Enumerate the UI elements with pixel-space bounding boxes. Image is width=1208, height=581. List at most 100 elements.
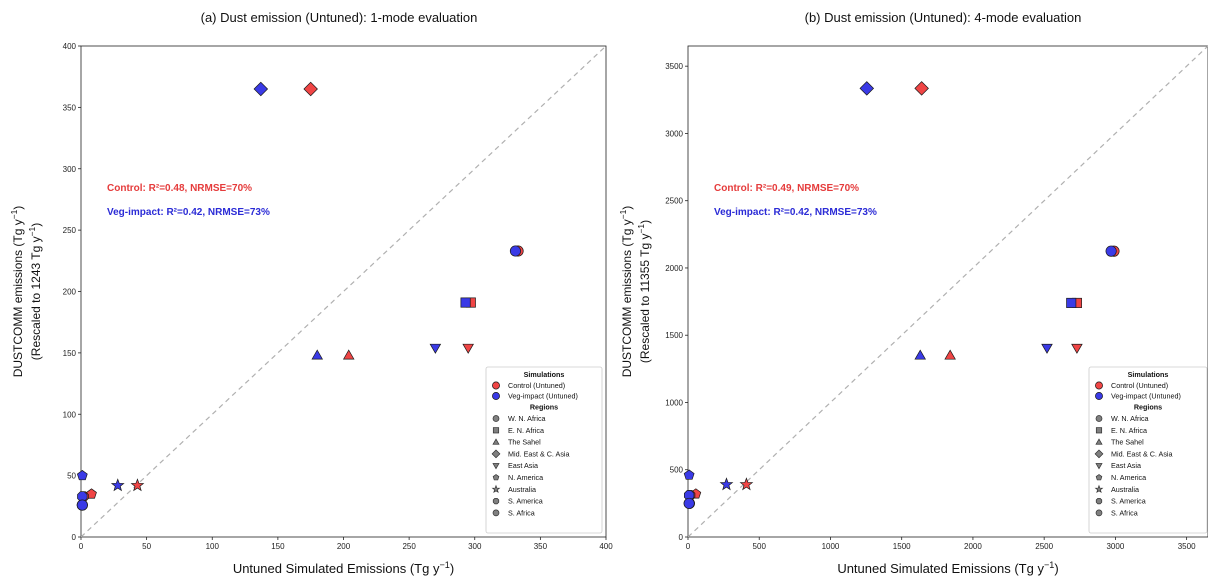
x-tick-label: 500: [753, 542, 767, 551]
x-tick-label: 250: [402, 542, 416, 551]
data-point-veg: [509, 245, 521, 257]
y-axis-label-rescale-sup: −1: [27, 226, 37, 236]
x-axis-label-sup: −1: [439, 560, 449, 570]
legend-label: S. America: [508, 497, 543, 506]
x-tick-label: 1500: [893, 542, 911, 551]
legend-marker-region: [1095, 463, 1103, 470]
y-tick-label: 3500: [665, 62, 683, 71]
legend-marker-region: [492, 427, 500, 434]
data-point-veg: [429, 343, 442, 354]
legend-label: Control (Untuned): [1111, 381, 1168, 390]
y-axis-label-rescale-sup: −1: [636, 224, 646, 234]
x-tick-label: 100: [206, 542, 220, 551]
data-point-control: [462, 343, 474, 354]
legend-region-header: Regions: [1134, 403, 1162, 412]
y-tick-label: 2000: [665, 264, 683, 273]
y-axis-label: DUSTCOMM emissions (Tg y−1): [618, 206, 634, 378]
data-point-veg: [253, 81, 269, 97]
legend-marker-region: [492, 463, 500, 470]
panel-a: (a) Dust emission (Untuned): 1-mode eval…: [9, 10, 613, 576]
data-point-control: [303, 81, 318, 97]
legend-marker-veg: [1095, 392, 1103, 400]
stat-veg: Veg-impact: R²=0.42, NRMSE=73%: [714, 207, 877, 218]
y-tick-label: 400: [63, 42, 77, 51]
y-tick-label: 1500: [665, 331, 683, 340]
legend-label: S. America: [1111, 497, 1146, 506]
data-point-veg: [683, 469, 695, 480]
y-axis-label: DUSTCOMM emissions (Tg y−1): [9, 206, 25, 378]
x-tick-label: 200: [337, 542, 351, 551]
y-axis-label-end: ): [620, 206, 634, 210]
data-point-veg: [76, 499, 88, 511]
y-axis-label-rescale: (Rescaled to 1243 Tg y−1): [27, 223, 43, 360]
legend-label: Veg-impact (Untuned): [508, 392, 578, 401]
y-tick-label: 150: [63, 349, 77, 358]
data-point-control: [944, 349, 956, 360]
data-point-control: [130, 478, 145, 492]
x-axis-label-sup: −1: [1044, 560, 1054, 570]
legend-marker-region: [1095, 509, 1103, 517]
legend-label: East Asia: [508, 461, 538, 470]
legend-marker-region: [1095, 474, 1103, 481]
legend-marker-region: [1094, 484, 1104, 494]
data-point-control: [86, 488, 97, 499]
legend-label: W. N. Africa: [508, 414, 546, 423]
x-axis-label-end: ): [450, 561, 454, 576]
x-tick-label: 3000: [1106, 542, 1124, 551]
y-axis-label-rescale-end: ): [29, 223, 43, 227]
data-point-control: [1071, 343, 1083, 354]
legend-marker-region: [491, 449, 501, 459]
panel-b: (b) Dust emission (Untuned): 4-mode eval…: [618, 10, 1208, 576]
y-axis-label-sup: −1: [618, 209, 628, 219]
data-point-control: [739, 477, 754, 491]
legend-marker-region: [1094, 449, 1104, 459]
y-tick-label: 50: [67, 472, 76, 481]
x-axis-label: Untuned Simulated Emissions (Tg y−1): [233, 560, 454, 576]
x-tick-label: 150: [271, 542, 285, 551]
legend-label: Veg-impact (Untuned): [1111, 392, 1181, 401]
data-point-veg: [311, 349, 324, 360]
legend-label: E. N. Africa: [508, 426, 544, 435]
legend-label: Australia: [1111, 485, 1139, 494]
legend-marker-region: [1095, 438, 1103, 445]
y-tick-label: 200: [63, 288, 77, 297]
legend-label: Mid. East & C. Asia: [508, 449, 570, 458]
legend-marker-control: [1095, 381, 1103, 390]
y-tick-label: 100: [63, 410, 77, 419]
one-to-one-line: [687, 45, 1208, 538]
data-point-veg: [110, 478, 125, 492]
legend: Simulations Control (Untuned) Veg-impact (…: [1088, 366, 1208, 534]
y-axis-label-rescale-main: (Rescaled to 11355 Tg y: [638, 233, 652, 363]
data-point-veg: [460, 297, 471, 308]
data-point-veg: [1066, 297, 1077, 308]
x-tick-label: 0: [686, 542, 691, 551]
legend-marker-control: [492, 381, 500, 390]
legend-label: The Sahel: [508, 438, 541, 447]
y-tick-label: 3000: [665, 129, 683, 138]
legend-label: N. America: [1111, 473, 1146, 482]
x-tick-label: 350: [534, 542, 548, 551]
legend-label: The Sahel: [1111, 438, 1144, 447]
x-axis-label-main: Untuned Simulated Emissions (Tg y: [837, 561, 1044, 576]
y-tick-label: 500: [670, 466, 684, 475]
legend-sim-header: Simulations: [524, 370, 565, 379]
legend-sim-header: Simulations: [1128, 370, 1169, 379]
legend-label: Control (Untuned): [508, 381, 565, 390]
plot-frame: [687, 45, 1208, 538]
y-axis-label-rescale-main: (Rescaled to 1243 Tg y: [29, 236, 43, 360]
legend-label: S. Africa: [508, 508, 535, 517]
chart-title: (a) Dust emission (Untuned): 1-mode eval…: [201, 10, 478, 25]
data-point-veg: [1105, 245, 1117, 257]
x-tick-label: 2500: [1035, 542, 1053, 551]
chart-title: (b) Dust emission (Untuned): 4-mode eval…: [805, 10, 1082, 25]
legend-marker-region: [491, 484, 501, 494]
x-tick-label: 1000: [822, 542, 840, 551]
y-tick-label: 250: [63, 226, 77, 235]
legend-label: S. Africa: [1111, 508, 1138, 517]
data-point-veg: [914, 349, 927, 360]
x-axis-label-end: ): [1054, 561, 1058, 576]
stat-control: Control: R²=0.48, NRMSE=70%: [107, 183, 252, 194]
y-axis-label-main: DUSTCOMM emissions (Tg y: [11, 219, 25, 377]
legend-marker-region: [1095, 497, 1103, 505]
